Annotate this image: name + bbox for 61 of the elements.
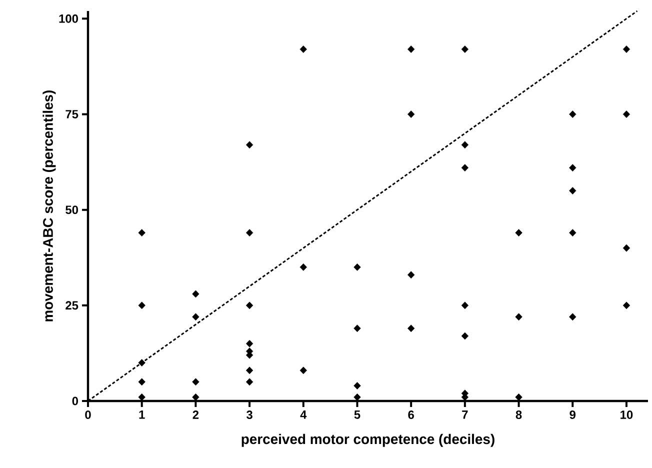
x-tick-label: 6 (408, 410, 414, 419)
point (246, 141, 254, 149)
point (300, 46, 307, 53)
x-tick-label: 9 (570, 410, 576, 419)
x-tick-label: 2 (192, 410, 199, 419)
point (354, 393, 361, 401)
point (622, 46, 630, 53)
point (246, 378, 254, 386)
point (622, 244, 630, 252)
point (408, 46, 415, 53)
point (461, 302, 469, 310)
point (246, 229, 254, 236)
x-tick-label: 1 (139, 410, 145, 419)
point (515, 313, 522, 321)
point (246, 302, 254, 310)
x-tick-label: 10 (620, 410, 633, 419)
point (138, 302, 146, 310)
point (461, 141, 469, 149)
point (408, 271, 415, 279)
point (138, 378, 146, 386)
y-tick-label: 100 (59, 14, 78, 23)
point (622, 110, 630, 118)
x-tick-label: 8 (516, 410, 522, 419)
point (461, 164, 469, 172)
x-tick-label: 7 (462, 410, 468, 419)
point (354, 263, 361, 271)
point (515, 229, 522, 236)
y-tick-label: 0 (72, 396, 78, 406)
point (408, 324, 415, 332)
point (192, 290, 200, 298)
x-axis-title: perceived motor competence (deciles) (242, 434, 494, 447)
point (461, 332, 469, 340)
point (569, 313, 576, 321)
point (246, 340, 254, 348)
point (300, 263, 307, 271)
point (192, 313, 200, 321)
point (354, 324, 361, 332)
y-tick-label: 75 (66, 110, 78, 118)
x-tick-label: 5 (354, 410, 360, 419)
y-tick-label: 25 (66, 301, 78, 310)
point (408, 110, 415, 118)
point (192, 378, 200, 386)
point (569, 229, 576, 236)
point (622, 302, 630, 310)
point (569, 110, 576, 118)
point (246, 366, 254, 374)
x-tick-label: 4 (300, 410, 307, 419)
y-tick-label: 50 (66, 206, 78, 214)
point (300, 366, 307, 374)
point (461, 46, 469, 53)
point (569, 164, 576, 172)
point (354, 382, 361, 390)
point (515, 393, 522, 401)
point (138, 359, 146, 366)
point (569, 186, 576, 194)
point (138, 393, 146, 401)
point (138, 229, 146, 236)
point (192, 393, 200, 401)
x-tick-label: 0 (85, 410, 91, 419)
y-axis-title: movement-ABC score (percentiles) (42, 90, 56, 322)
x-tick-label: 3 (246, 410, 252, 420)
